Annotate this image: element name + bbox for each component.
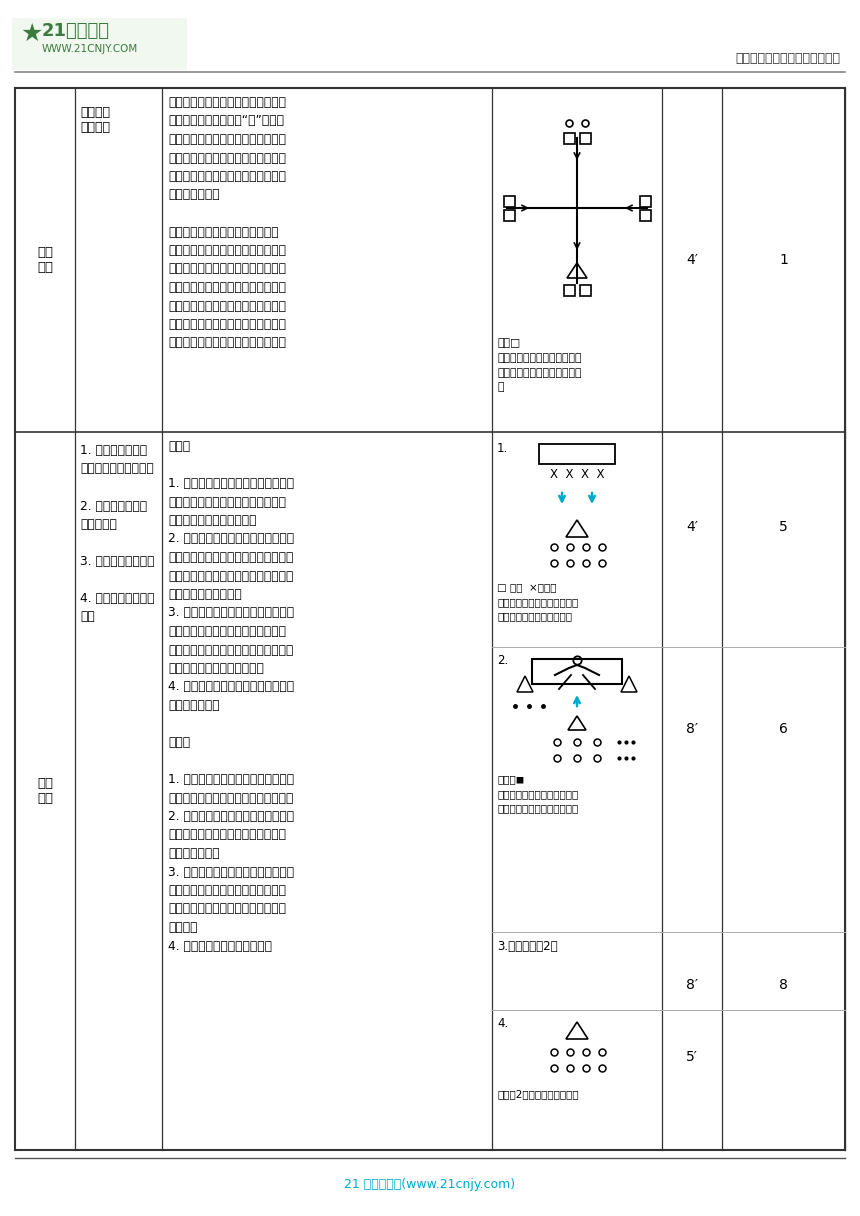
Text: 4′: 4′ xyxy=(686,520,698,534)
Text: 素养
提升: 素养 提升 xyxy=(37,777,53,805)
Text: 1.: 1. xyxy=(497,441,508,455)
Bar xyxy=(503,196,514,207)
Text: 1. 进一步巩固提高
助跑、踏跳基本技术。

2. 进一步巩固提臀
分腿技术。

3. 完整的分腿腾跃。

4. 体能练习：一分钟
跳绳: 1. 进一步巩固提高 助跑、踏跳基本技术。 2. 进一步巩固提臀 分腿技术。 3… xyxy=(80,444,155,624)
Bar xyxy=(532,659,622,683)
Text: 21 世纪教育网(www.21cnjy.com): 21 世纪教育网(www.21cnjy.com) xyxy=(345,1178,515,1190)
Text: 5′: 5′ xyxy=(686,1049,698,1064)
Text: 6: 6 xyxy=(779,722,788,736)
Text: 教师：

1. 讲解示范助跑、踏跳练习，并讲解
注意事项，加强学生安全意识；哨声
指挥学生按每排依次进行。
2. 讲解示范支撑提臀分腿，再再次强
调保护方法。于: 教师： 1. 讲解示范助跑、踏跳练习，并讲解 注意事项，加强学生安全意识；哨声 … xyxy=(168,440,294,952)
Text: 8′: 8′ xyxy=(686,978,698,992)
Text: 增趣
促学: 增趣 促学 xyxy=(37,246,53,274)
Text: 21世纪教育: 21世纪教育 xyxy=(42,22,110,40)
Bar xyxy=(503,209,514,220)
Text: 2.: 2. xyxy=(497,654,508,668)
Text: 小游戏：
过关斩将: 小游戏： 过关斩将 xyxy=(80,106,110,134)
Text: 横幅：◼
要求：学生出发前确定前一名
练习者已离开垫子后再出发。: 横幅：◼ 要求：学生出发前确定前一名 练习者已离开垫子后再出发。 xyxy=(497,775,578,814)
Bar xyxy=(580,285,591,295)
Text: X  X  X  X: X X X X xyxy=(550,468,605,482)
Bar xyxy=(580,133,591,143)
Text: 4.: 4. xyxy=(497,1017,508,1030)
Text: 中小学教育资源及组卷应用平台: 中小学教育资源及组卷应用平台 xyxy=(735,52,840,64)
Text: 教师：在场地的东南西北各端各划二
个相距２米的方块代表“关”，再用
对称型的线条交叉连接起来代表路，
将全班等分成８队，组织学生排纵队
站于各自的关后。讲明规则: 教师：在场地的东南西北各端各划二 个相距２米的方块代表“关”，再用 对称型的线条… xyxy=(168,96,286,349)
Text: 8′: 8′ xyxy=(686,722,698,736)
Text: 5: 5 xyxy=(779,520,788,534)
Bar xyxy=(563,285,574,295)
Bar xyxy=(539,444,615,465)
Text: 3.组织形式同2。: 3.组织形式同2。 xyxy=(497,940,557,953)
Text: WWW.21CNJY.COM: WWW.21CNJY.COM xyxy=(42,44,138,54)
Bar xyxy=(640,196,650,207)
Text: □ 垫子  ×：踏板
要求：学生完成练习后从左右
两侧退回，排在各自队尾。: □ 垫子 ×：踏板 要求：学生完成练习后从左右 两侧退回，排在各自队尾。 xyxy=(497,582,578,621)
Text: 8: 8 xyxy=(779,978,788,992)
Bar xyxy=(12,18,187,71)
Text: 1: 1 xyxy=(779,253,788,268)
Bar xyxy=(640,209,650,220)
Text: 4′: 4′ xyxy=(686,253,698,268)
Text: ★: ★ xyxy=(20,22,42,46)
Text: 要求：2人一组，注意保持安: 要求：2人一组，注意保持安 xyxy=(497,1090,579,1099)
Text: 关：□
要求：学生按各自路线出发，
相遇猜拳负后迅速回到原来队
尾: 关：□ 要求：学生按各自路线出发， 相遇猜拳负后迅速回到原来队 尾 xyxy=(497,338,581,393)
Bar xyxy=(563,133,574,143)
